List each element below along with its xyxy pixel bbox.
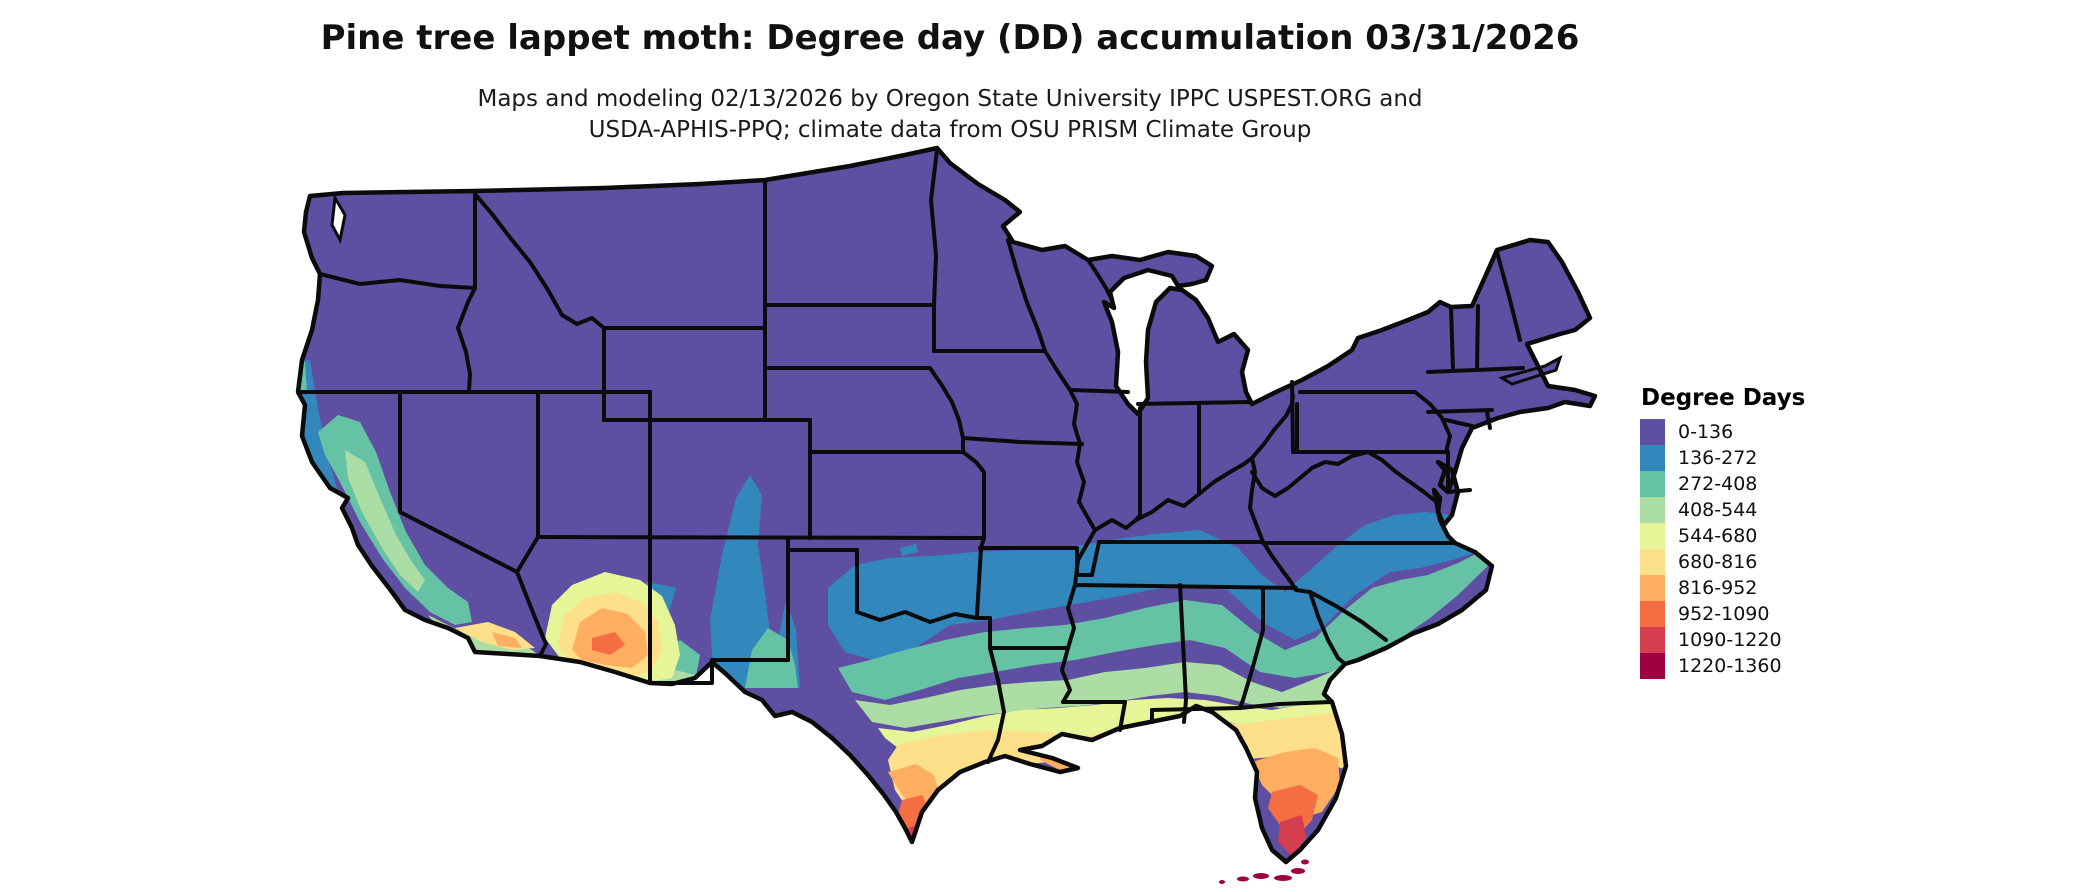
legend-row: 544-680 [1640,523,1805,549]
conus-outline [295,145,1598,865]
legend-swatch-icon [1640,627,1665,653]
map-subtitle: Maps and modeling 02/13/2026 by Oregon S… [0,84,1900,146]
legend-label: 136-272 [1678,447,1758,469]
legend-swatch-icon [1640,601,1665,627]
legend-title: Degree Days [1641,385,1806,411]
legend-swatch-icon [1640,471,1665,497]
legend-row: 952-1090 [1640,601,1805,627]
degree-day-fill-layers [298,148,1595,862]
legend-swatch-icon [1640,523,1665,549]
legend-row: 1090-1220 [1640,627,1805,653]
legend-row: 1220-1360 [1640,653,1805,679]
legend-label: 816-952 [1678,577,1758,599]
legend-rows: 0-136 136-272 272-408 408-544 544-680 680-816… [1640,419,1805,679]
subtitle-line-1: Maps and modeling 02/13/2026 by Oregon S… [477,86,1423,112]
fill-class-1220-1360-keys [1219,859,1309,884]
puget-sound [330,193,347,245]
legend-label: 408-544 [1678,499,1758,521]
legend-label: 0-136 [1678,421,1734,443]
legend-row: 136-272 [1640,445,1805,471]
state-borders [296,148,1525,764]
legend: Degree Days 0-136 136-272 272-408 408-544 54… [1640,385,1805,679]
legend-swatch-icon [1640,419,1665,445]
legend-swatch-icon [1640,497,1665,523]
legend-swatch-icon [1640,549,1665,575]
legend-swatch-icon [1640,653,1665,679]
fill-class-1090-1220 [906,815,1306,856]
legend-label: 1090-1220 [1678,629,1782,651]
legend-label: 952-1090 [1678,603,1770,625]
legend-row: 816-952 [1640,575,1805,601]
legend-label: 544-680 [1678,525,1758,547]
legend-row: 272-408 [1640,471,1805,497]
subtitle-line-2: USDA-APHIS-PPQ; climate data from OSU PR… [588,117,1312,143]
legend-row: 408-544 [1640,497,1805,523]
page-title: Pine tree lappet moth: Degree day (DD) a… [320,18,1580,58]
legend-row: 680-816 [1640,549,1805,575]
legend-label: 272-408 [1678,473,1758,495]
legend-label: 680-816 [1678,551,1758,573]
legend-swatch-icon [1640,445,1665,471]
legend-row: 0-136 [1640,419,1805,445]
legend-swatch-icon [1640,575,1665,601]
legend-label: 1220-1360 [1678,655,1782,677]
